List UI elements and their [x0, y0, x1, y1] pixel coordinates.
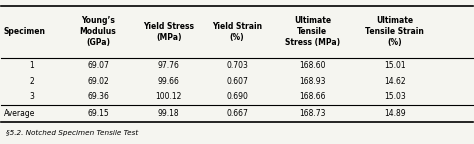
Text: Specimen: Specimen [4, 27, 46, 36]
Text: 0.667: 0.667 [226, 109, 248, 118]
Text: 100.12: 100.12 [155, 92, 182, 101]
Text: 1: 1 [30, 61, 35, 70]
Text: 15.03: 15.03 [384, 92, 406, 101]
Text: §5.2. Notched Specimen Tensile Test: §5.2. Notched Specimen Tensile Test [6, 130, 138, 137]
Text: 69.02: 69.02 [87, 77, 109, 86]
Text: 15.01: 15.01 [384, 61, 406, 70]
Text: Young’s
Modulus
(GPa): Young’s Modulus (GPa) [80, 16, 116, 47]
Text: 3: 3 [29, 92, 35, 101]
Text: Average: Average [4, 109, 35, 118]
Text: 97.76: 97.76 [158, 61, 180, 70]
Text: Yield Stress
(MPa): Yield Stress (MPa) [143, 22, 194, 42]
Text: Ultimate
Tensile
Stress (MPa): Ultimate Tensile Stress (MPa) [285, 16, 340, 47]
Text: 69.15: 69.15 [87, 109, 109, 118]
Text: 99.66: 99.66 [158, 77, 180, 86]
Text: 14.89: 14.89 [384, 109, 406, 118]
Text: 2: 2 [30, 77, 35, 86]
Text: 69.36: 69.36 [87, 92, 109, 101]
Text: 0.607: 0.607 [226, 77, 248, 86]
Text: Ultimate
Tensile Strain
(%): Ultimate Tensile Strain (%) [365, 16, 424, 47]
Text: 0.703: 0.703 [226, 61, 248, 70]
Text: 0.690: 0.690 [226, 92, 248, 101]
Text: Yield Strain
(%): Yield Strain (%) [212, 22, 262, 42]
Text: 168.66: 168.66 [299, 92, 326, 101]
Text: 168.73: 168.73 [299, 109, 326, 118]
Text: 168.93: 168.93 [299, 77, 326, 86]
Text: 69.07: 69.07 [87, 61, 109, 70]
Text: 99.18: 99.18 [158, 109, 180, 118]
Text: 168.60: 168.60 [299, 61, 326, 70]
Text: 14.62: 14.62 [384, 77, 406, 86]
